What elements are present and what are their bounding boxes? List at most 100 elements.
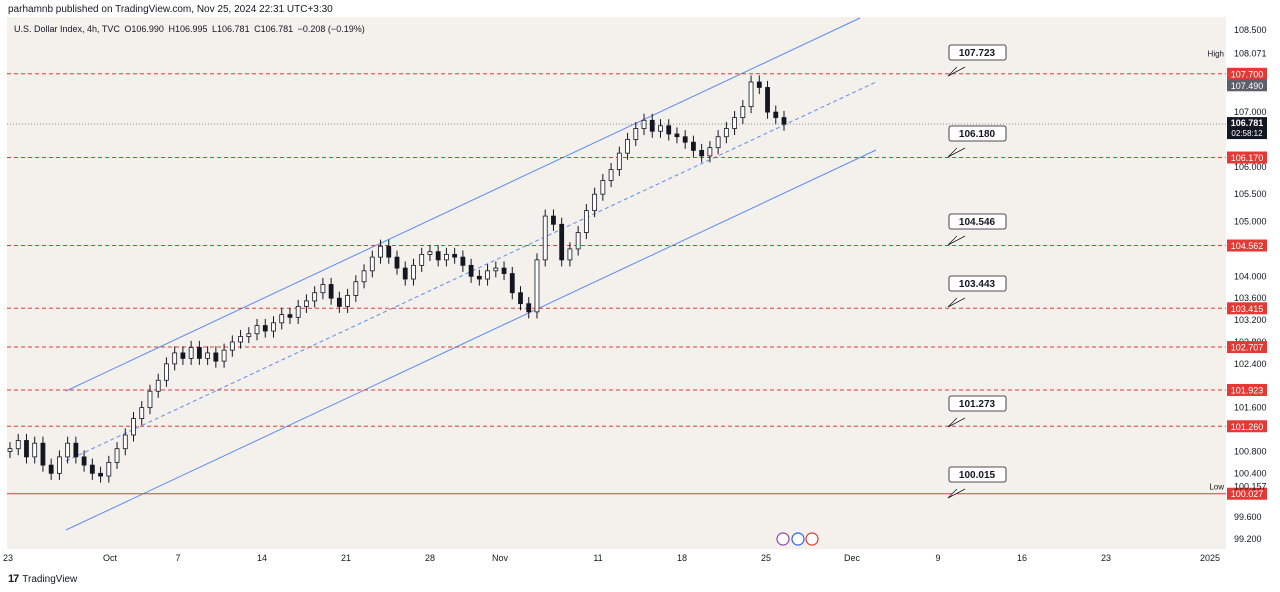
candle-body[interactable]: [493, 267, 499, 272]
candle-body[interactable]: [460, 256, 466, 266]
candle-body[interactable]: [336, 297, 342, 307]
price-callout-box[interactable]: [948, 395, 1007, 412]
candle-body[interactable]: [616, 152, 622, 170]
candle-body[interactable]: [131, 418, 136, 436]
candle-body[interactable]: [715, 136, 721, 149]
candle-body[interactable]: [98, 472, 103, 477]
candle-body[interactable]: [32, 442, 38, 458]
candle-body[interactable]: [765, 87, 770, 113]
candle-body[interactable]: [320, 284, 326, 294]
candle-body[interactable]: [534, 259, 540, 313]
candle-body[interactable]: [740, 106, 746, 118]
candle-body[interactable]: [773, 111, 779, 118]
candle-body[interactable]: [649, 119, 655, 132]
candle-body[interactable]: [641, 119, 647, 129]
candle-body[interactable]: [559, 223, 565, 261]
price-callout-box[interactable]: [948, 125, 1007, 142]
candle-body[interactable]: [756, 81, 762, 88]
candle-body[interactable]: [262, 325, 268, 332]
candle-body[interactable]: [518, 292, 523, 305]
candle-body[interactable]: [575, 232, 581, 250]
dividend-event-icon[interactable]: [776, 532, 790, 546]
price-callout-box[interactable]: [948, 213, 1007, 230]
candle-body[interactable]: [213, 352, 219, 362]
candle-body[interactable]: [238, 336, 243, 343]
candle-body[interactable]: [361, 270, 367, 283]
candle-body[interactable]: [378, 245, 383, 258]
symbol-title[interactable]: U.S. Dollar Index, 4h, TVC: [14, 24, 120, 34]
candle-body[interactable]: [583, 210, 589, 233]
candle-body[interactable]: [155, 379, 161, 392]
candle-body[interactable]: [666, 125, 672, 135]
candle-body[interactable]: [48, 464, 54, 474]
candle-body[interactable]: [452, 253, 458, 258]
candle-body[interactable]: [608, 169, 614, 181]
candle-body[interactable]: [89, 464, 95, 474]
candle-body[interactable]: [567, 248, 573, 261]
candle-body[interactable]: [122, 434, 128, 450]
candle-body[interactable]: [526, 303, 532, 313]
candle-body[interactable]: [24, 440, 29, 458]
candle-body[interactable]: [781, 117, 787, 125]
candle-body[interactable]: [353, 281, 359, 296]
candle-body[interactable]: [180, 352, 186, 359]
candle-body[interactable]: [592, 193, 598, 212]
candle-body[interactable]: [485, 270, 490, 280]
candle-body[interactable]: [287, 314, 293, 318]
candle-body[interactable]: [295, 305, 301, 318]
candle-body[interactable]: [691, 141, 696, 151]
candle-body[interactable]: [15, 440, 21, 450]
candle-body[interactable]: [633, 128, 639, 140]
candle-body[interactable]: [57, 456, 62, 474]
candle-body[interactable]: [707, 147, 713, 157]
economic-event-flag-icon[interactable]: [805, 532, 819, 546]
candle-body[interactable]: [386, 245, 392, 258]
candle-body[interactable]: [328, 284, 334, 299]
candle-body[interactable]: [188, 347, 194, 359]
candle-body[interactable]: [172, 352, 178, 365]
channel-upper-line[interactable]: [65, 17, 861, 392]
candle-body[interactable]: [542, 215, 548, 261]
candle-body[interactable]: [114, 448, 120, 463]
candle-body[interactable]: [73, 442, 79, 458]
candle-body[interactable]: [501, 267, 507, 274]
candle-body[interactable]: [419, 253, 425, 266]
candle-body[interactable]: [748, 81, 754, 108]
candle-body[interactable]: [65, 442, 71, 458]
candle-body[interactable]: [147, 390, 153, 409]
candle-body[interactable]: [229, 341, 235, 351]
candle-body[interactable]: [345, 295, 350, 307]
candle-body[interactable]: [427, 251, 433, 255]
price-callout-box[interactable]: [948, 466, 1007, 483]
candle-body[interactable]: [658, 125, 663, 132]
candle-body[interactable]: [723, 128, 729, 138]
channel-lower-line[interactable]: [65, 149, 877, 531]
candle-body[interactable]: [271, 322, 276, 332]
candle-body[interactable]: [279, 314, 285, 324]
candle-body[interactable]: [682, 136, 688, 143]
candle-body[interactable]: [476, 275, 482, 280]
candle-body[interactable]: [7, 448, 13, 452]
candle-body[interactable]: [106, 461, 112, 477]
chart-plot-area[interactable]: [7, 17, 1226, 549]
candle-body[interactable]: [205, 352, 211, 359]
candle-body[interactable]: [600, 180, 606, 195]
candle-body[interactable]: [509, 273, 515, 294]
candle-body[interactable]: [411, 264, 416, 280]
price-callout-box[interactable]: [948, 275, 1007, 292]
candle-body[interactable]: [196, 347, 202, 359]
price-callout-box[interactable]: [948, 44, 1007, 61]
candle-body[interactable]: [394, 256, 400, 269]
candle-body[interactable]: [435, 251, 441, 261]
candle-body[interactable]: [40, 442, 46, 466]
candle-body[interactable]: [444, 253, 449, 261]
candle-body[interactable]: [246, 333, 252, 337]
candle-body[interactable]: [312, 292, 318, 302]
candle-body[interactable]: [402, 267, 408, 280]
candle-body[interactable]: [139, 407, 145, 419]
candle-body[interactable]: [674, 133, 680, 138]
candle-body[interactable]: [221, 349, 227, 362]
candle-body[interactable]: [369, 256, 375, 272]
candle-body[interactable]: [81, 456, 87, 466]
